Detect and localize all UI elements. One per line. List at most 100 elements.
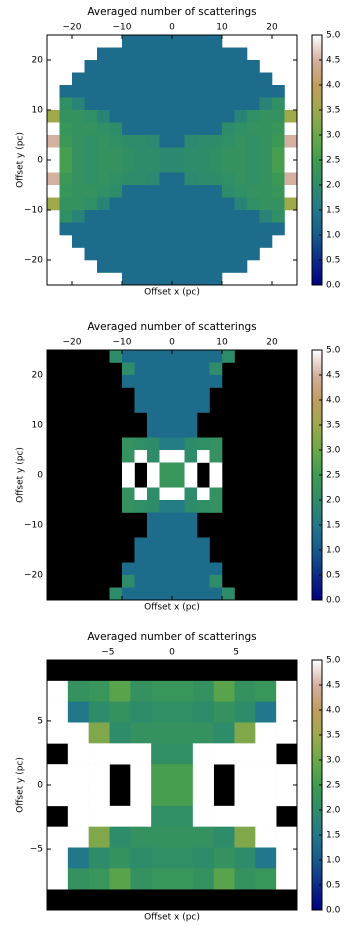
heatmap-cell [284,110,298,123]
heatmap-cell [88,805,110,827]
heatmap-cell [159,235,173,248]
heatmap-cell [134,197,148,211]
heatmap-cell [109,135,123,148]
heatmap-cell [192,701,214,723]
heatmap-cell [88,701,110,723]
heatmap-cell [197,247,210,261]
heatmap-cell [197,587,210,601]
heatmap-cell [172,587,185,601]
heatmap-cell [172,764,194,786]
y-tick-label: 10 [32,421,44,431]
heatmap-cell [222,85,235,98]
heatmap-cell [197,110,210,123]
heatmap-cell [234,805,256,827]
colorbar-tick-label: 4.0 [326,396,341,406]
heatmap-cell [134,587,148,601]
heatmap-cell [59,147,73,161]
heatmap-cell [84,110,98,123]
heatmap-cell [122,462,135,476]
heatmap-cell [172,247,185,261]
heatmap-cell [151,868,173,890]
heatmap-cell [172,400,185,413]
y-tick-label: 0 [37,781,43,791]
heatmap-cell [134,375,148,388]
heatmap-cell [147,260,160,273]
colorbar-tick-label: 0.5 [326,256,340,266]
heatmap-cell [172,147,185,161]
colorbar-tick-label: 1.5 [326,831,340,841]
heatmap-cell [97,122,110,136]
heatmap-cell [159,172,173,186]
heatmap-cell [109,826,131,848]
heatmap-cell [184,550,198,563]
heatmap-cell [259,97,273,111]
heatmap-cell [213,680,235,702]
heatmap-cell [234,185,248,198]
heatmap-cell [59,122,73,136]
heatmap-cell [184,412,198,426]
heatmap-cell [88,764,110,786]
x-tick-label: 0 [169,338,175,348]
heatmap-cell [72,172,85,186]
heatmap-cell [109,260,123,273]
heatmap-cell [209,97,223,111]
heatmap-cell [272,185,285,198]
heatmap-cell [172,701,194,723]
heatmap-cell [130,826,152,848]
heatmap-cell [84,247,98,261]
heatmap-cell [147,375,160,388]
heatmap-cell [147,110,160,123]
heatmap-cell [147,60,160,73]
heatmap-cell [213,722,235,744]
heatmap-cell [109,722,131,744]
colorbar-tick-label: 5.0 [326,656,341,666]
heatmap-cell [109,701,131,723]
heatmap-cell [47,135,60,148]
heatmap-cell [122,350,135,363]
heatmap-cell [222,185,235,198]
heatmap-cell [84,210,98,223]
heatmap-cell [159,475,173,488]
heatmap-cell [213,868,235,890]
heatmap-cell [247,185,260,198]
x-axis-label: Offset x (pc) [144,603,200,613]
y-tick-label: 20 [32,371,44,381]
heatmap-cell [209,350,223,363]
heatmap-cell [234,97,248,111]
heatmap-cell [222,350,235,363]
heatmap-cell [151,785,173,807]
heatmap-cell [197,387,210,401]
heatmap-cell [247,72,260,86]
heatmap-cell [197,437,210,451]
y-tick-label: 0 [37,156,43,166]
heatmap-cell [209,362,223,376]
heatmap-cell [147,35,160,48]
heatmap-cell [234,785,256,807]
heatmap-cell [172,425,185,438]
heatmap-cell [172,60,185,73]
heatmap-cell [222,587,235,601]
heatmap-cell [192,680,214,702]
heatmap-cell [184,97,198,111]
heatmap-cell [259,197,273,211]
heatmap-cell [184,387,198,401]
heatmap-cell [159,462,173,476]
heatmap-cell [109,210,123,223]
heatmap-cell [247,160,260,173]
heatmap-cell [47,764,69,786]
heatmap-cell [172,500,185,513]
heatmap-cell [84,172,98,186]
heatmap-cell [59,85,73,98]
heatmap-cell [88,847,110,869]
heatmap-cell [172,272,185,286]
colorbar-tick-label: 4.5 [326,56,340,66]
heatmap-cell [159,375,173,388]
heatmap-cell [59,197,73,211]
colorbar-tick-label: 0.5 [326,881,340,891]
heatmap-cell [159,487,173,501]
heatmap-cell [122,575,135,588]
heatmap-cell [172,387,185,401]
heatmap-cell [159,222,173,236]
heatmap-cell [172,680,194,702]
chart-title: Averaged number of scatterings [87,321,256,333]
